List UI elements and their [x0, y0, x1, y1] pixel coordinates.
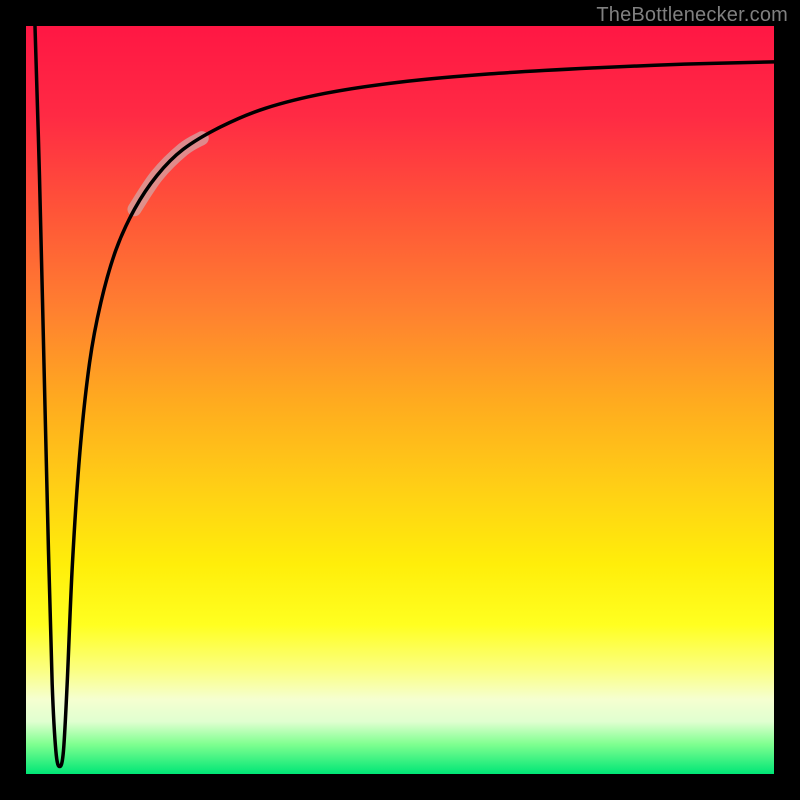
chart-svg — [0, 0, 800, 800]
bottleneck-chart: TheBottlenecker.com — [0, 0, 800, 800]
watermark-text: TheBottlenecker.com — [596, 4, 788, 27]
gradient-background — [26, 26, 774, 774]
